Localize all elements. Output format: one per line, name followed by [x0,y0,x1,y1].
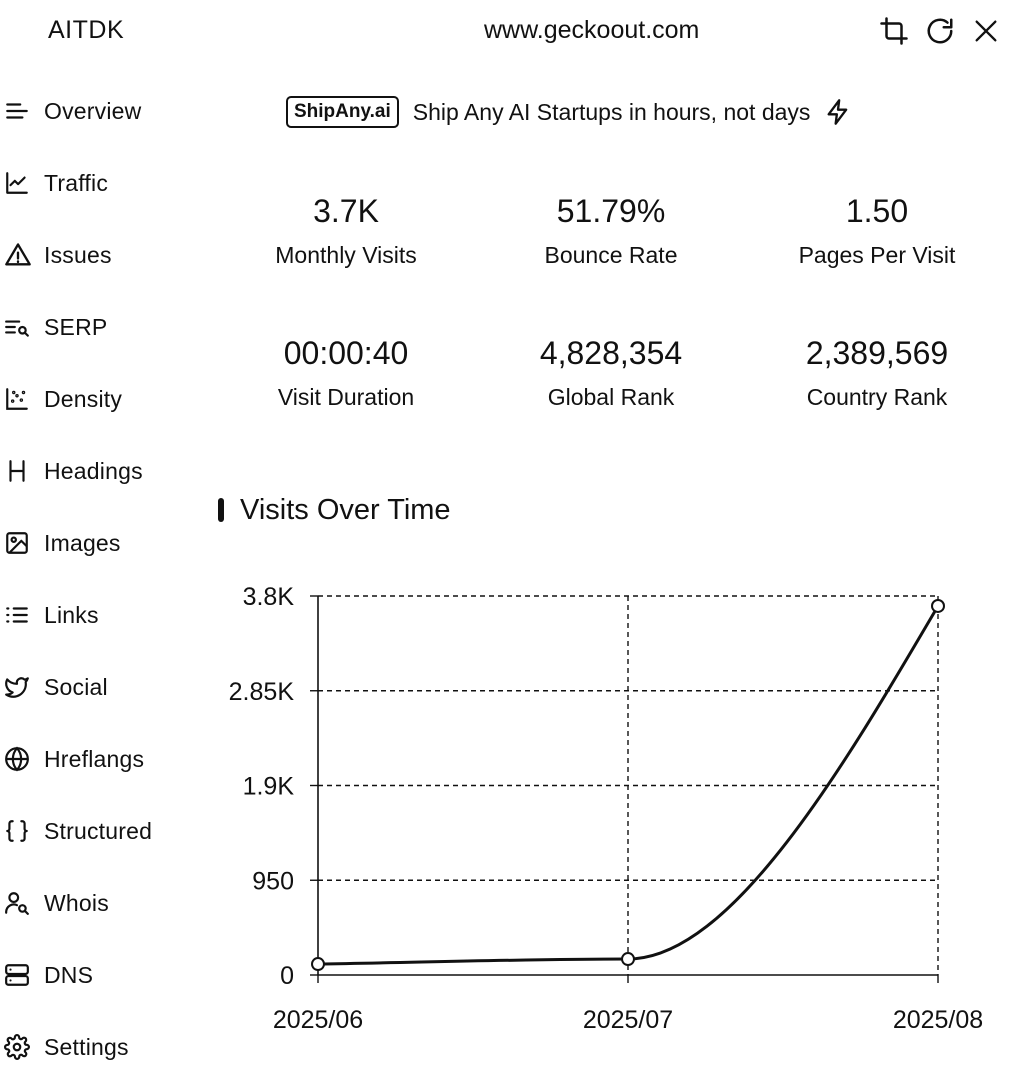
refresh-icon[interactable] [923,14,957,48]
globe-icon [4,743,36,775]
sidebar-item-dns[interactable]: DNS [4,951,200,999]
stat-value: 1.50 [845,193,909,229]
sidebar-item-label: Images [44,529,121,556]
section-title-text: Visits Over Time [240,493,451,526]
close-icon[interactable] [969,14,1003,48]
stat-global-rank: 4,828,354 Global Rank [491,334,731,411]
sidebar-item-label: Overview [44,97,142,124]
sidebar-item-label: Settings [44,1033,129,1060]
warning-icon [4,239,36,271]
sidebar-item-label: Links [44,601,99,628]
crop-icon[interactable] [877,14,911,48]
x-tick-label: 2025/08 [893,1006,983,1034]
sidebar-item-label: Whois [44,889,109,916]
promo-banner[interactable]: ShipAny.ai Ship Any AI Startups in hours… [286,94,852,130]
y-tick-label: 1.9K [243,773,295,801]
promo-badge: ShipAny.ai [286,96,399,128]
heading-icon [4,455,36,487]
sidebar-item-label: DNS [44,961,94,988]
stat-label: Visit Duration [277,384,415,410]
stat-value: 00:00:40 [283,335,409,371]
stat-label: Country Rank [806,384,948,410]
brand-logo: AITDK [48,16,125,44]
line-chart-icon [4,167,36,199]
sidebar-item-images[interactable]: Images [4,519,200,567]
top-bar: AITDK www.geckoout.com [0,0,1010,64]
list-icon [4,599,36,631]
section-title: Visits Over Time [218,490,451,530]
sidebar-item-whois[interactable]: Whois [4,879,200,927]
stat-label: Global Rank [547,384,675,410]
sidebar-item-label: Social [44,673,108,700]
braces-icon [4,815,36,847]
stat-value: 3.7K [313,193,379,229]
sidebar-item-traffic[interactable]: Traffic [4,159,200,207]
series-line [317,605,940,966]
stat-pages-per-visit: 1.50 Pages Per Visit [757,192,997,269]
stat-value: 2,389,569 [805,335,949,371]
sidebar-item-structured[interactable]: Structured [4,807,200,855]
sidebar-item-label: Structured [44,817,153,844]
sidebar-item-social[interactable]: Social [4,663,200,711]
sidebar-item-label: SERP [44,313,108,340]
sidebar-item-density[interactable]: Density [4,375,200,423]
server-icon [4,959,36,991]
x-tick-label: 2025/06 [273,1006,363,1034]
sidebar-item-label: Headings [44,457,143,484]
stat-country-rank: 2,389,569 Country Rank [757,334,997,411]
section-marker [218,498,224,522]
sidebar-item-settings[interactable]: Settings [4,1023,200,1071]
y-tick-label: 950 [252,867,294,895]
visits-chart: 0 950 1.9K 2.85K 3.8K 2025/06 2025/07 2025/08 [229,583,984,1034]
stat-monthly-visits: 3.7K Monthly Visits [226,192,466,269]
user-search-icon [4,887,36,919]
data-point [621,952,635,967]
site-url: www.geckoout.com [484,16,700,44]
list-search-icon [4,311,36,343]
data-point [931,598,945,613]
gear-icon [4,1031,36,1063]
y-tick-label: 2.85K [229,678,295,706]
menu-lines-icon [4,95,36,127]
stat-bounce-rate: 51.79% Bounce Rate [491,192,731,269]
sidebar-item-headings[interactable]: Headings [4,447,200,495]
sidebar-item-hreflangs[interactable]: Hreflangs [4,735,200,783]
stat-label: Bounce Rate [544,242,678,268]
stat-label: Monthly Visits [275,242,417,268]
promo-text: Ship Any AI Startups in hours, not days [412,98,811,125]
stat-visit-duration: 00:00:40 Visit Duration [226,334,466,411]
sidebar-item-label: Density [44,385,123,412]
y-tick-label: 3.8K [243,583,295,611]
scatter-icon [4,383,36,415]
sidebar-item-label: Hreflangs [44,745,145,772]
data-point [311,957,325,972]
stat-value: 4,828,354 [539,335,683,371]
x-tick-label: 2025/07 [583,1006,673,1034]
sidebar-item-label: Traffic [44,169,109,196]
sidebar-item-serp[interactable]: SERP [4,303,200,351]
sidebar-item-label: Issues [44,241,112,268]
sidebar-item-issues[interactable]: Issues [4,231,200,279]
sidebar-item-links[interactable]: Links [4,591,200,639]
sidebar-item-overview[interactable]: Overview [4,87,200,135]
stat-value: 51.79% [556,193,666,229]
y-tick-label: 0 [280,962,294,990]
stat-label: Pages Per Visit [798,242,956,268]
lightning-icon [824,98,852,126]
image-icon [4,527,36,559]
twitter-bird-icon [4,671,36,703]
